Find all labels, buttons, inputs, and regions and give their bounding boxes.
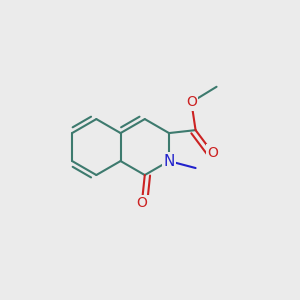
- Text: N: N: [163, 154, 175, 169]
- Text: O: O: [186, 95, 197, 109]
- Text: O: O: [136, 196, 147, 210]
- Text: O: O: [207, 146, 218, 160]
